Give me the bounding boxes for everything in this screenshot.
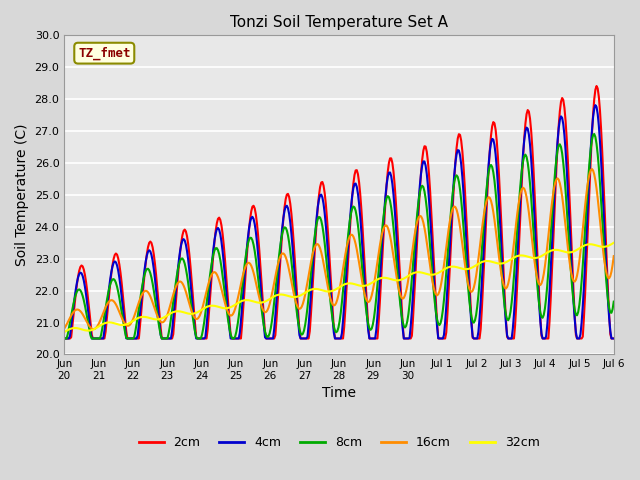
4cm xyxy=(610,336,618,341)
8cm xyxy=(464,284,472,290)
32cm xyxy=(610,240,618,246)
Legend: 2cm, 4cm, 8cm, 16cm, 32cm: 2cm, 4cm, 8cm, 16cm, 32cm xyxy=(134,431,545,454)
32cm xyxy=(292,294,300,300)
Line: 8cm: 8cm xyxy=(64,134,614,338)
8cm xyxy=(292,302,300,308)
4cm xyxy=(591,102,599,108)
8cm xyxy=(610,299,618,304)
4cm xyxy=(368,336,376,341)
32cm xyxy=(394,277,402,283)
2cm xyxy=(368,336,376,341)
16cm xyxy=(465,286,473,291)
8cm xyxy=(559,160,567,166)
16cm xyxy=(369,288,377,293)
2cm xyxy=(610,336,618,341)
16cm xyxy=(610,253,618,259)
16cm xyxy=(396,288,403,294)
16cm xyxy=(588,166,596,172)
8cm xyxy=(394,278,402,284)
Y-axis label: Soil Temperature (C): Soil Temperature (C) xyxy=(15,124,29,266)
2cm xyxy=(593,83,600,89)
4cm xyxy=(394,259,402,264)
2cm xyxy=(232,336,239,341)
2cm xyxy=(292,275,300,281)
4cm xyxy=(292,290,300,296)
Line: 32cm: 32cm xyxy=(64,243,614,332)
Title: Tonzi Soil Temperature Set A: Tonzi Soil Temperature Set A xyxy=(230,15,448,30)
32cm xyxy=(464,266,472,272)
2cm xyxy=(559,97,567,103)
2cm xyxy=(394,238,402,244)
32cm xyxy=(60,329,68,335)
16cm xyxy=(561,213,568,218)
16cm xyxy=(293,303,301,309)
16cm xyxy=(89,326,97,332)
Line: 16cm: 16cm xyxy=(64,169,614,329)
8cm xyxy=(368,325,376,331)
Line: 4cm: 4cm xyxy=(64,105,614,338)
8cm xyxy=(60,336,68,341)
4cm xyxy=(60,336,68,341)
32cm xyxy=(368,280,376,286)
32cm xyxy=(559,249,567,254)
8cm xyxy=(232,334,239,339)
32cm xyxy=(232,302,239,308)
16cm xyxy=(232,301,240,307)
2cm xyxy=(60,336,68,341)
4cm xyxy=(232,336,239,341)
Line: 2cm: 2cm xyxy=(64,86,614,338)
4cm xyxy=(464,269,472,275)
16cm xyxy=(60,325,68,331)
8cm xyxy=(591,131,598,137)
2cm xyxy=(464,251,472,256)
X-axis label: Time: Time xyxy=(322,386,356,400)
Text: TZ_fmet: TZ_fmet xyxy=(78,47,131,60)
4cm xyxy=(559,121,567,127)
